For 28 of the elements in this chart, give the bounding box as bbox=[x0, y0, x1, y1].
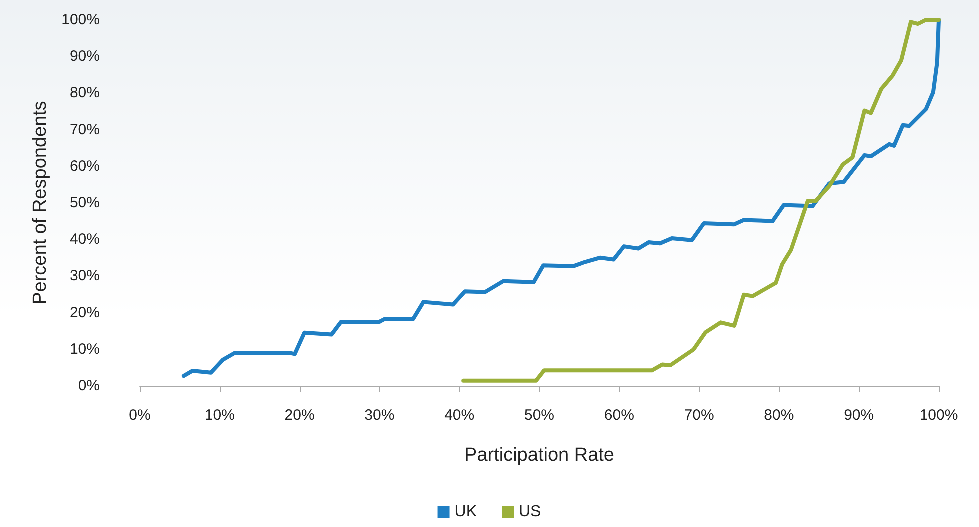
y-tick-label: 80% bbox=[70, 84, 100, 102]
line-series bbox=[462, 18, 941, 383]
x-tick-label: 0% bbox=[129, 407, 151, 424]
legend-label: UK bbox=[454, 504, 478, 520]
y-tick-label: 100% bbox=[62, 12, 100, 28]
y-tick-label: 90% bbox=[70, 48, 100, 66]
y-tick-label: 0% bbox=[78, 378, 100, 394]
y-tick-label: 60% bbox=[70, 158, 100, 175]
legend-label: US bbox=[519, 504, 542, 520]
y-tick-label: 40% bbox=[70, 231, 100, 248]
x-tick-label: 40% bbox=[444, 407, 475, 424]
y-tick-label: 70% bbox=[70, 121, 100, 138]
y-tick-label: 50% bbox=[70, 194, 100, 212]
x-axis-title: Participation Rate bbox=[464, 445, 614, 466]
x-tick-label: 30% bbox=[364, 407, 395, 424]
y-tick-label: 10% bbox=[70, 340, 100, 358]
line-series bbox=[182, 18, 941, 378]
x-tick-label: 50% bbox=[524, 407, 555, 424]
y-tick-label: 20% bbox=[70, 304, 100, 322]
y-tick-label: 30% bbox=[70, 268, 100, 285]
x-tick-label: 80% bbox=[764, 407, 794, 424]
x-tick-label: 20% bbox=[284, 407, 315, 424]
x-tick-label: 70% bbox=[684, 407, 714, 424]
y-axis-title: Percent of Respondents bbox=[30, 101, 51, 305]
x-tick-label: 90% bbox=[844, 407, 874, 424]
x-tick-label: 100% bbox=[920, 407, 958, 424]
x-tick-label: 10% bbox=[204, 407, 235, 424]
x-tick-label: 60% bbox=[604, 407, 634, 424]
